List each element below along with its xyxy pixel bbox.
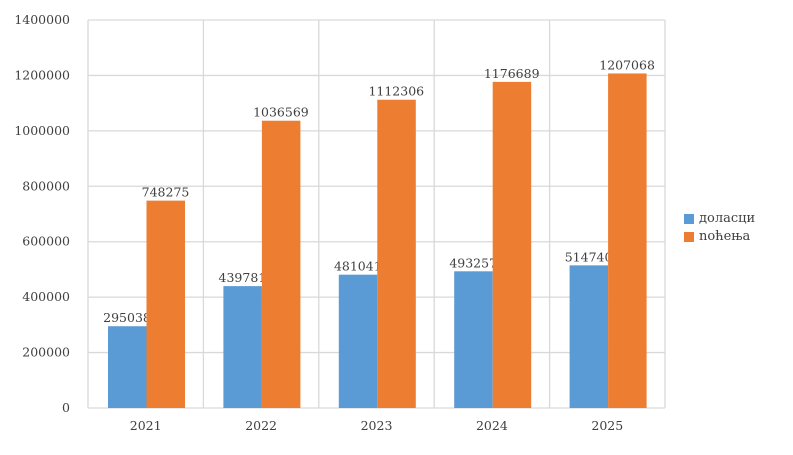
- data-label: 1207068: [599, 57, 655, 72]
- x-tick-label: 2021: [130, 418, 162, 433]
- data-label: 1112306: [368, 84, 424, 99]
- bar-2021-0: [108, 326, 147, 408]
- legend-label: доласци: [699, 211, 756, 226]
- legend-label: noћења: [699, 229, 751, 244]
- bar-2024-1: [492, 81, 532, 409]
- legend-swatch: [684, 213, 694, 224]
- bar-2023-1: [377, 99, 416, 409]
- data-label: 1176689: [484, 66, 540, 81]
- data-label: 439781: [219, 270, 267, 285]
- legend-swatch: [684, 231, 694, 242]
- y-tick-label: 200000: [22, 345, 70, 360]
- bar-2022-0: [223, 286, 262, 408]
- y-tick-label: 1400000: [14, 12, 70, 27]
- data-label: 1036569: [253, 105, 309, 120]
- y-tick-label: 0: [62, 400, 70, 415]
- data-label: 295038: [103, 310, 151, 325]
- data-label: 481041: [334, 259, 382, 274]
- data-label: 748275: [142, 185, 190, 200]
- data-label: 493257: [449, 255, 497, 270]
- y-tick-label: 800000: [22, 178, 70, 193]
- y-tick-label: 600000: [22, 234, 70, 249]
- legend-item-arrivals: доласци: [684, 211, 755, 226]
- bar-2021-1: [146, 200, 185, 408]
- bar-2023-0: [338, 274, 378, 408]
- y-tick-label: 1200000: [14, 67, 70, 82]
- x-tick-label: 2025: [591, 418, 623, 433]
- y-tick-label: 400000: [22, 289, 70, 304]
- y-tick-label: 1000000: [14, 123, 70, 138]
- bar-2024-0: [454, 271, 493, 408]
- bar-2025-1: [608, 73, 647, 408]
- x-tick-label: 2023: [361, 418, 393, 433]
- data-label: 514740: [565, 249, 613, 264]
- legend-item-nights: noћења: [684, 229, 750, 244]
- bar-2022-1: [261, 120, 301, 409]
- x-tick-label: 2024: [476, 418, 508, 433]
- bar-2025-0: [569, 265, 609, 408]
- x-tick-label: 2022: [245, 418, 277, 433]
